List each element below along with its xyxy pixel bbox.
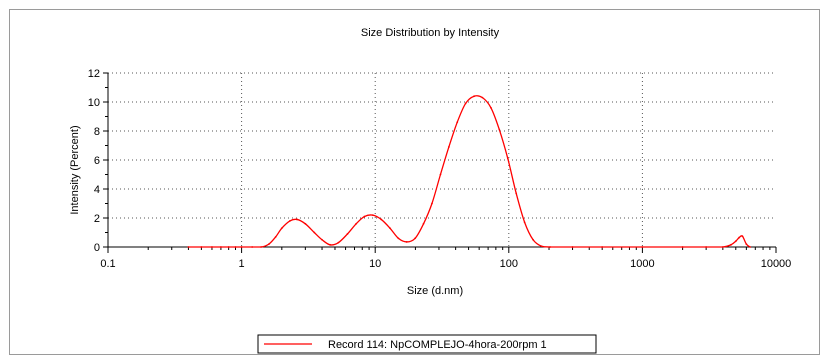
- data-point: [267, 243, 270, 246]
- data-point: [681, 246, 684, 248]
- series-layer: [187, 95, 752, 248]
- legend-label: Record 114: NpCOMPLEJO-4hora-200rpm 1: [328, 339, 547, 351]
- y-tick-label: 6: [94, 155, 100, 167]
- data-point: [745, 243, 748, 246]
- data-point: [473, 95, 476, 98]
- data-point: [734, 240, 737, 243]
- y-tick-label: 12: [88, 68, 100, 80]
- data-point: [200, 246, 203, 248]
- data-point: [260, 246, 263, 248]
- chart-title: Size Distribution by Intensity: [361, 27, 500, 39]
- data-point: [414, 237, 417, 240]
- data-point: [274, 235, 277, 238]
- data-point: [289, 220, 291, 222]
- data-point: [380, 218, 383, 221]
- data-point: [749, 246, 752, 248]
- series-line: [188, 95, 751, 248]
- x-tick-label: 10: [369, 258, 381, 270]
- data-point: [240, 246, 243, 248]
- data-point: [523, 221, 526, 224]
- data-point: [532, 238, 534, 241]
- data-point: [506, 157, 509, 160]
- legend-box: [257, 334, 597, 354]
- data-point: [490, 106, 492, 109]
- y-tick-label: 4: [94, 184, 100, 196]
- x-tick-label: 10000: [761, 258, 792, 270]
- y-tick-label: 0: [94, 242, 100, 254]
- data-point: [571, 246, 574, 248]
- data-point: [187, 246, 190, 248]
- data-point: [741, 235, 744, 238]
- data-point: [363, 215, 366, 218]
- chart-svg: Size Distribution by Intensity 0.1 1 10 100…: [69, 27, 792, 354]
- legend: Record 114: NpCOMPLEJO-4hora-200rpm 1: [257, 334, 597, 354]
- ticks-layer: 0.1 1 10 100 1000 10000 0 2 4 6 8 10 12: [88, 68, 792, 270]
- data-point: [397, 237, 400, 240]
- data-point: [304, 222, 307, 225]
- y-tick-label: 8: [94, 126, 100, 138]
- data-point: [321, 238, 323, 241]
- y-tick-label: 10: [88, 97, 100, 109]
- data-point: [738, 236, 741, 239]
- data-point: [211, 246, 213, 248]
- data-point: [730, 243, 732, 246]
- data-point: [337, 241, 340, 244]
- data-point: [705, 246, 708, 248]
- data-point: [220, 246, 222, 248]
- data-point: [296, 218, 298, 221]
- data-point: [515, 192, 518, 195]
- data-point: [371, 214, 374, 217]
- data-point: [355, 222, 358, 225]
- grid-layer: [108, 72, 776, 247]
- data-point: [431, 202, 433, 205]
- data-point: [464, 102, 467, 105]
- data-point: [540, 245, 543, 248]
- data-point: [329, 243, 332, 246]
- data-point: [389, 227, 391, 230]
- data-point: [405, 241, 408, 243]
- data-point: [601, 246, 604, 248]
- data-point: [498, 128, 501, 131]
- chart-frame: Size Distribution by Intensity 0.1 1 10 100…: [9, 9, 820, 355]
- data-point: [439, 173, 442, 176]
- data-point: [280, 227, 283, 230]
- data-point: [641, 246, 644, 248]
- x-tick-label: 100: [500, 258, 518, 270]
- data-point: [346, 233, 349, 235]
- x-tick-label: 1: [239, 258, 245, 270]
- data-point: [313, 231, 316, 234]
- data-point: [422, 222, 425, 225]
- y-tick-label: 2: [94, 213, 100, 225]
- x-tick-label: 1000: [630, 258, 654, 270]
- data-point: [251, 246, 254, 248]
- data-point: [227, 246, 230, 248]
- y-axis-label: Intensity (Percent): [69, 125, 81, 214]
- data-point: [721, 246, 724, 248]
- data-point: [481, 96, 484, 99]
- data-point: [456, 121, 459, 124]
- x-tick-label: 0.1: [100, 258, 115, 270]
- data-point: [447, 146, 450, 148]
- data-point: [234, 246, 237, 248]
- x-axis-label: Size (d.nm): [407, 285, 463, 297]
- data-point: [549, 246, 551, 248]
